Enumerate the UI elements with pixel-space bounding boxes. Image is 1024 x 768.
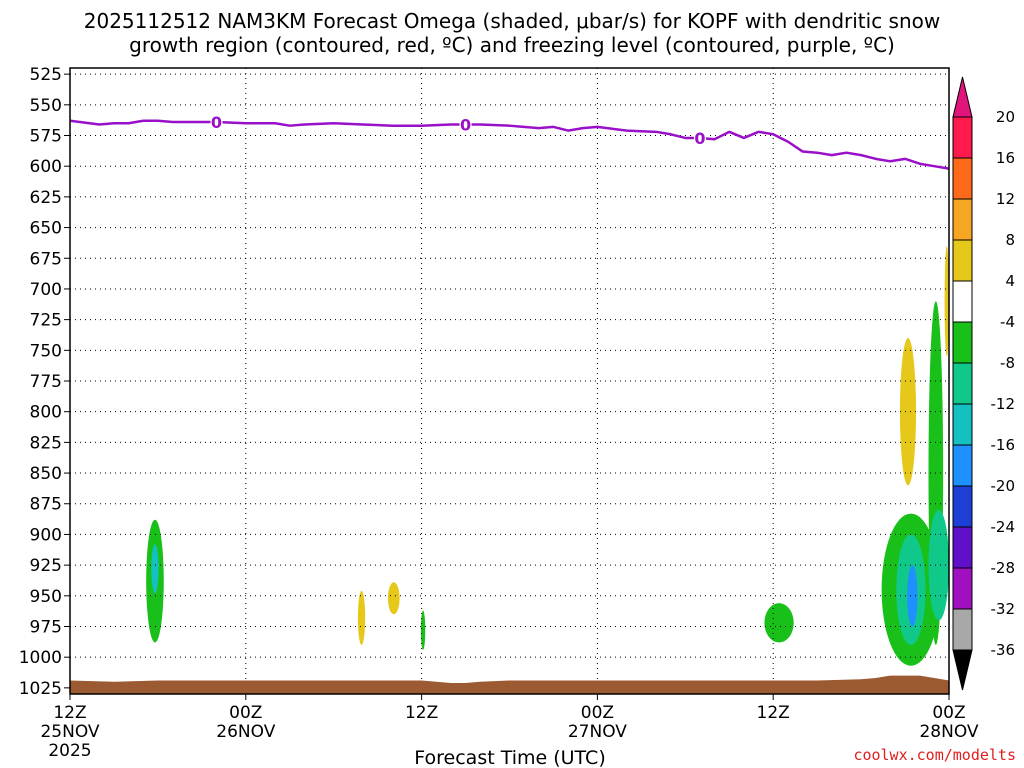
omega-region-3 xyxy=(387,582,400,615)
colorbar-label-5: -4 xyxy=(1000,313,1015,331)
omega-region-5 xyxy=(764,603,794,643)
y-tick-label-14: 875 xyxy=(30,495,62,515)
freezing-level-label-bg-0 xyxy=(210,114,223,131)
colorbar-label-8: -16 xyxy=(991,436,1016,454)
y-tick-label-8: 725 xyxy=(30,311,62,331)
colorbar-swatch-6 xyxy=(952,362,973,405)
colorbar-swatch-4 xyxy=(952,280,973,323)
y-tick-label-20: 1025 xyxy=(19,679,62,699)
colorbar-label-13: -36 xyxy=(991,641,1016,659)
colorbar-label-12: -32 xyxy=(991,600,1016,618)
freezing-level-label-1: 0 xyxy=(460,115,471,134)
omega-region-8 xyxy=(907,565,918,627)
y-tick-label-17: 950 xyxy=(30,587,62,607)
y-tick-label-1: 550 xyxy=(30,96,62,116)
x-tick-label-1-1: 26NOV xyxy=(216,722,275,742)
freezing-level-label-2: 0 xyxy=(694,129,705,148)
y-tick-label-11: 800 xyxy=(30,403,62,423)
chart-title-line-1: 2025112512 NAM3KM Forecast Omega (shaded… xyxy=(84,9,940,33)
omega-region-4 xyxy=(420,610,426,650)
plot-area: 0 0 0 xyxy=(70,68,949,694)
colorbar-label-6: -8 xyxy=(1000,354,1015,372)
terrain-layer xyxy=(70,675,949,694)
terrain-fill xyxy=(70,675,949,694)
y-tick-label-12: 825 xyxy=(30,433,62,453)
y-tick-label-19: 1000 xyxy=(19,648,62,668)
omega-region-1 xyxy=(151,544,159,594)
colorbar-label-0: 20 xyxy=(996,108,1015,126)
x-tick-label-5-0: 00Z xyxy=(932,703,965,723)
colorbar-label-4: 4 xyxy=(1005,272,1015,290)
colorbar-swatch-11 xyxy=(952,567,973,610)
x-tick-label-4-0: 12Z xyxy=(757,703,790,723)
colorbar-label-3: 8 xyxy=(1005,231,1015,249)
chart-title-line-2: growth region (contoured, red, ºC) and f… xyxy=(129,33,895,57)
y-tick-label-4: 625 xyxy=(30,188,62,208)
x-tick-label-3-1: 27NOV xyxy=(568,722,627,742)
omega-region-12 xyxy=(944,245,949,357)
x-tick-label-0-1: 25NOV xyxy=(40,722,99,742)
colorbar-bottom-arrow xyxy=(952,649,973,691)
chart-title-block: 2025112512 NAM3KM Forecast Omega (shaded… xyxy=(84,9,940,57)
colorbar-label-1: 16 xyxy=(996,149,1015,167)
x-axis-label: Forecast Time (UTC) xyxy=(414,747,605,768)
freezing-level-label-bg-1 xyxy=(459,116,472,133)
freezing-level-label-0: 0 xyxy=(211,113,222,132)
colorbar-label-10: -24 xyxy=(991,518,1016,536)
x-tick-label-0-0: 12Z xyxy=(53,703,86,723)
colorbar-swatch-7 xyxy=(952,403,973,446)
x-tick-label-0-2: 2025 xyxy=(48,741,91,761)
y-tick-label-2: 575 xyxy=(30,127,62,147)
colorbar-swatch-0 xyxy=(952,116,973,159)
omega-region-11 xyxy=(899,338,917,486)
y-tick-label-10: 775 xyxy=(30,372,62,392)
y-tick-label-6: 675 xyxy=(30,249,62,269)
colorbar-swatch-10 xyxy=(952,526,973,569)
colorbar: 20 16 12 8 4 -4 -8 -12 -16 -20 -24 -28 -32 -36 xyxy=(952,76,1016,691)
y-tick-label-9: 750 xyxy=(30,341,62,361)
colorbar-swatch-3 xyxy=(952,239,973,282)
y-tick-label-7: 700 xyxy=(30,280,62,300)
credit-text: coolwx.com/modelts xyxy=(853,746,1016,764)
x-tick-label-3-0: 00Z xyxy=(581,703,614,723)
x-tick-label-5-1: 28NOV xyxy=(919,722,978,742)
x-tick-label-2-0: 12Z xyxy=(405,703,438,723)
colorbar-top-arrow xyxy=(952,76,973,118)
colorbar-label-9: -20 xyxy=(991,477,1016,495)
omega-region-10 xyxy=(928,509,949,621)
y-tick-label-5: 650 xyxy=(30,219,62,239)
freezing-level-layer: 0 0 0 xyxy=(70,113,949,170)
y-tick-label-13: 850 xyxy=(30,464,62,484)
colorbar-swatch-8 xyxy=(952,444,973,487)
colorbar-label-7: -12 xyxy=(991,395,1016,413)
colorbar-swatch-9 xyxy=(952,485,973,528)
grid-layer xyxy=(70,68,949,694)
colorbar-label-11: -28 xyxy=(991,559,1016,577)
colorbar-swatch-1 xyxy=(952,157,973,200)
omega-shading-layer xyxy=(146,245,949,666)
y-axis: 525 550 575 600 625 650 675 700 725 750 775 800 825 8… xyxy=(19,65,70,699)
y-tick-label-18: 975 xyxy=(30,617,62,637)
colorbar-swatch-5 xyxy=(952,321,973,364)
y-tick-label-15: 900 xyxy=(30,525,62,545)
y-tick-label-16: 925 xyxy=(30,556,62,576)
y-tick-label-0: 525 xyxy=(30,65,62,85)
colorbar-label-2: 12 xyxy=(996,190,1015,208)
freezing-level-line xyxy=(70,119,949,170)
colorbar-swatch-12 xyxy=(952,608,973,651)
freezing-level-label-bg-2 xyxy=(693,129,706,146)
y-tick-label-3: 600 xyxy=(30,157,62,177)
omega-region-2 xyxy=(357,590,366,645)
x-tick-label-1-0: 00Z xyxy=(229,703,262,723)
plot-frame xyxy=(69,67,950,695)
colorbar-swatch-2 xyxy=(952,198,973,241)
